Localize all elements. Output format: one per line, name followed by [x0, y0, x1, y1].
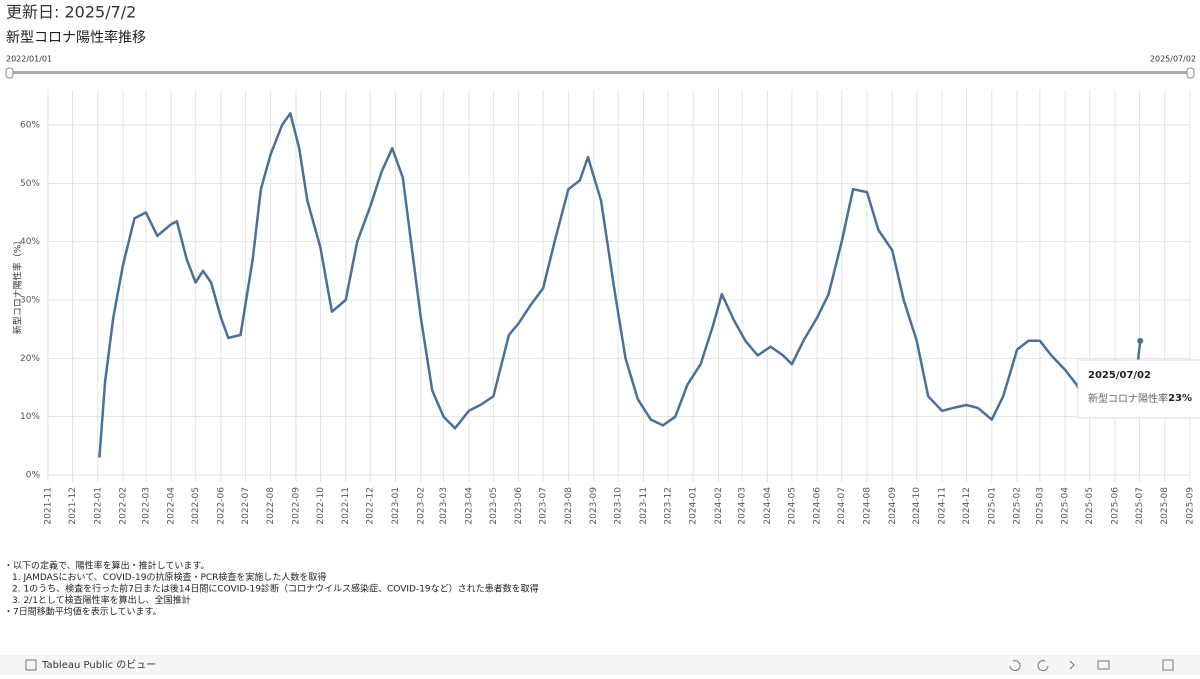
undo-button[interactable] [1009, 660, 1021, 672]
grid [47, 90, 1191, 482]
y-tick-label: 60% [20, 121, 40, 131]
x-tick-label: 2025-01 [987, 487, 997, 525]
redo-button[interactable] [1037, 660, 1049, 672]
x-tick-label: 2023-08 [564, 487, 574, 525]
x-tick-label: 2025-02 [1013, 487, 1023, 525]
x-tick-label: 2025-03 [1035, 487, 1045, 525]
x-tick-label: 2023-04 [464, 487, 474, 525]
updated-date: 更新日: 2025/7/2 [6, 3, 136, 22]
tableau-icon [25, 659, 37, 671]
x-tick-label: 2022-01 [93, 487, 103, 525]
highlight-point [1137, 337, 1144, 344]
x-tick-label: 2022-02 [119, 487, 129, 525]
x-tick-label: 2023-07 [539, 487, 549, 525]
x-tick-label: 2023-01 [391, 487, 401, 525]
x-tick-label: 2022-05 [191, 487, 201, 525]
x-tick-label: 2022-08 [266, 487, 276, 525]
toolbar [25, 659, 1174, 672]
x-tick-label: 2024-12 [962, 487, 972, 525]
x-tick-label: 2024-11 [938, 487, 948, 525]
slider-end: 2025/07/02 [1150, 55, 1196, 64]
y-axis-label: 新型コロナ陽性率（%） [12, 236, 24, 335]
x-tick-label: 2024-04 [763, 487, 773, 525]
tooltip-box [1077, 359, 1200, 419]
x-tick-label: 2023-11 [639, 487, 649, 525]
slider-track[interactable] [10, 71, 1190, 74]
y-tick-label: 20% [20, 354, 40, 364]
y-tick-label: 10% [20, 412, 40, 422]
fullscreen-button[interactable] [1162, 659, 1174, 671]
revert-button[interactable] [1069, 660, 1075, 670]
footer-bar [0, 655, 1200, 675]
x-tick-label: 2023-10 [614, 487, 624, 525]
x-tick-label: 2024-06 [813, 487, 823, 525]
x-tick-label: 2024-07 [837, 487, 847, 525]
note-line: 3. 2/1として検査陽性率を算出し、全国推計 [12, 594, 191, 606]
x-tick-label: 2022-03 [141, 487, 151, 525]
x-tick-label: 2022-11 [341, 487, 351, 525]
slider-handle[interactable] [1186, 67, 1195, 79]
y-tick-label: 0% [26, 471, 41, 481]
x-tick-label: 2023-03 [439, 487, 449, 525]
chart-title: 新型コロナ陽性率推移 [6, 29, 146, 46]
x-tick-label: 2025-06 [1110, 487, 1120, 525]
tooltip-label: 新型コロナ陽性率 [1088, 392, 1168, 405]
note-line: 1. JAMDASにおいて、COVID-19の抗原検査・PCR検査を実施した人数… [12, 571, 326, 583]
tooltip-date: 2025/07/02 [1088, 370, 1151, 381]
share-button[interactable] [1097, 660, 1110, 670]
tooltip-value: 23% [1168, 393, 1192, 404]
x-tick-label: 2021-11 [44, 487, 54, 525]
x-tick-label: 2022-12 [366, 487, 376, 525]
x-tick-label: 2023-05 [489, 487, 499, 525]
x-tick-label: 2024-05 [787, 487, 797, 525]
x-tick-label: 2024-03 [738, 487, 748, 525]
x-tick-label: 2025-09 [1186, 487, 1196, 525]
x-tick-label: 2024-10 [912, 487, 922, 525]
x-tick-label: 2024-09 [888, 487, 898, 525]
series-line [98, 112, 1142, 458]
x-tick-label: 2023-02 [416, 487, 426, 525]
x-tick-label: 2025-07 [1135, 487, 1145, 525]
x-tick-label: 2025-04 [1061, 487, 1071, 525]
note-line: ・以下の定義で、陽性率を算出・推計しています。 [4, 560, 209, 572]
y-tick-label: 30% [20, 296, 40, 306]
x-tick-label: 2024-02 [714, 487, 724, 525]
y-tick-label: 40% [20, 237, 40, 247]
x-tick-label: 2024-01 [689, 487, 699, 525]
x-tick-label: 2023-09 [589, 487, 599, 525]
x-tick-label: 2022-07 [241, 487, 251, 525]
x-tick-label: 2025-05 [1085, 487, 1095, 525]
x-tick-label: 2023-12 [663, 487, 673, 525]
x-tick-label: 2022-10 [316, 487, 326, 525]
x-tick-label: 2022-04 [167, 487, 177, 525]
x-tick-label: 2025-08 [1160, 487, 1170, 525]
tooltip: 2025/07/02 新型コロナ陽性率 23% [1077, 359, 1200, 419]
note-line: 2. 1のうち、検査を行った前7日または後14日間にCOVID-19診断（コロナ… [12, 583, 539, 595]
x-tick-label: 2022-09 [291, 487, 301, 525]
note-line: ・7日間移動平均値を表示しています。 [4, 606, 162, 618]
y-tick-label: 50% [20, 179, 40, 189]
x-tick-label: 2023-06 [514, 487, 524, 525]
x-tick-label: 2024-08 [862, 487, 872, 525]
slider-start: 2022/01/01 [6, 55, 52, 64]
slider-handle[interactable] [5, 67, 14, 79]
x-tick-label: 2021-12 [68, 487, 78, 525]
x-tick-label: 2022-06 [216, 487, 226, 525]
footer-link[interactable]: Tableau Public のビュー [41, 659, 156, 671]
